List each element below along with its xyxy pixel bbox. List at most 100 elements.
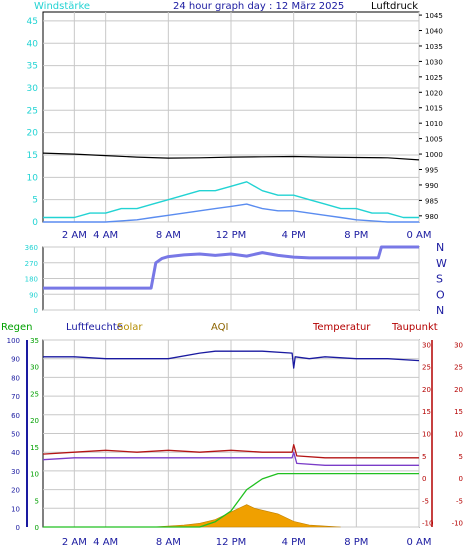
wind-direction-line bbox=[43, 245, 419, 290]
rain-tick-label: 0 bbox=[35, 524, 39, 532]
dewpoint-line bbox=[42, 451, 419, 466]
time-axis-label: 4 PM bbox=[282, 230, 306, 241]
wind-speed-tick-label: 10 bbox=[27, 173, 39, 183]
wind-speed-tick-label: 40 bbox=[27, 39, 39, 49]
wind-speed-tick-label: 25 bbox=[27, 106, 38, 116]
pressure-tick-label: 1040 bbox=[425, 28, 443, 36]
compass-direction-label: S bbox=[436, 273, 443, 286]
solar-label: Solar bbox=[117, 322, 143, 333]
compass-direction-label: N bbox=[436, 304, 444, 317]
temperature-tick-label: 15 bbox=[422, 408, 431, 416]
pressure-line bbox=[42, 152, 420, 161]
time-axis-label: 8 AM bbox=[156, 230, 181, 241]
time-axis-label: 2 AM bbox=[62, 230, 87, 241]
direction-degree-label: 90 bbox=[29, 291, 38, 299]
humidity-tick-label: 90 bbox=[11, 356, 20, 364]
humidity-tick-label: 70 bbox=[11, 393, 20, 401]
aqi-label: AQI bbox=[211, 322, 229, 333]
humidity-tick-label: 30 bbox=[11, 468, 20, 476]
pressure-tick-label: 1020 bbox=[425, 89, 443, 97]
direction-degree-label: 180 bbox=[25, 276, 38, 284]
time-axis-label: 8 PM bbox=[344, 537, 368, 548]
temperature-label: Temperatur bbox=[312, 322, 371, 333]
temperature-tick-label: 25 bbox=[422, 364, 431, 372]
humidity-tick-label: 50 bbox=[11, 431, 20, 439]
dewpoint-tick-label: -10 bbox=[452, 520, 463, 528]
pressure-tick-label: 990 bbox=[425, 182, 438, 190]
rain-line bbox=[43, 472, 419, 528]
humidity-tick-label: 20 bbox=[11, 487, 20, 495]
rain-tick-label: 30 bbox=[30, 364, 39, 372]
pressure-tick-label: 1000 bbox=[425, 151, 443, 159]
dewpoint-tick-label: 10 bbox=[454, 431, 463, 439]
time-axis-label: 0 AM bbox=[406, 230, 431, 241]
temperature-tick-label: 20 bbox=[422, 386, 431, 394]
solar-area bbox=[152, 504, 341, 528]
dewpoint-tick-label: 5 bbox=[459, 453, 463, 461]
compass-direction-label: N bbox=[436, 241, 444, 254]
dewpoint-tick-label: 15 bbox=[454, 408, 463, 416]
temperature-tick-label: -5 bbox=[422, 497, 429, 505]
temperature-tick-label: -10 bbox=[422, 520, 433, 528]
pressure-label: Luftdruck bbox=[371, 1, 418, 12]
dewpoint-tick-label: 0 bbox=[459, 475, 463, 483]
time-axis-label: 8 AM bbox=[156, 537, 181, 548]
rain-label: Regen bbox=[1, 322, 33, 333]
wind-speed-tick-label: 15 bbox=[27, 151, 38, 161]
time-axis-label: 0 AM bbox=[406, 537, 431, 548]
time-axis-label: 2 AM bbox=[62, 537, 87, 548]
wind-speed-tick-label: 5 bbox=[32, 196, 38, 206]
time-axis-label: 4 PM bbox=[282, 537, 306, 548]
climate-chart: 010203040506070809010005101520253035-10-… bbox=[7, 337, 463, 548]
pressure-tick-label: 1025 bbox=[425, 74, 443, 82]
humidity-tick-label: 60 bbox=[11, 412, 20, 420]
pressure-tick-label: 1010 bbox=[425, 120, 443, 128]
humidity-tick-label: 100 bbox=[7, 337, 20, 345]
temperature-tick-label: 0 bbox=[422, 475, 426, 483]
time-axis-label: 8 PM bbox=[344, 230, 368, 241]
wind-speed-tick-label: 35 bbox=[27, 62, 38, 72]
pressure-tick-label: 1035 bbox=[425, 43, 443, 51]
wind-speed-tick-label: 45 bbox=[27, 17, 38, 27]
pressure-tick-label: 995 bbox=[425, 167, 438, 175]
pressure-tick-label: 1005 bbox=[425, 136, 443, 144]
direction-degree-label: 360 bbox=[25, 244, 38, 252]
wind-speed-tick-label: 0 bbox=[32, 218, 38, 228]
rain-tick-label: 35 bbox=[30, 337, 39, 345]
wind-speed-tick-label: 20 bbox=[27, 129, 39, 139]
humidity-tick-label: 10 bbox=[11, 505, 20, 513]
humidity-tick-label: 0 bbox=[16, 524, 20, 532]
wind-speed-tick-label: 30 bbox=[27, 84, 39, 94]
pressure-tick-label: 985 bbox=[425, 197, 438, 205]
compass-direction-label: W bbox=[436, 257, 447, 270]
time-axis-label: 12 PM bbox=[216, 537, 247, 548]
temperature-tick-label: 5 bbox=[422, 453, 426, 461]
rain-tick-label: 25 bbox=[30, 390, 39, 398]
pressure-tick-label: 1030 bbox=[425, 58, 443, 66]
dewpoint-label: Taupunkt bbox=[391, 322, 438, 333]
humidity-label: Luftfeuchte bbox=[66, 322, 123, 333]
rain-tick-label: 20 bbox=[30, 417, 39, 425]
compass-direction-label: O bbox=[436, 288, 445, 301]
pressure-tick-label: 1045 bbox=[425, 12, 443, 20]
wind-speed-label: Windstärke bbox=[34, 1, 90, 12]
time-axis-label: 4 AM bbox=[93, 537, 118, 548]
dewpoint-tick-label: 25 bbox=[454, 364, 463, 372]
humidity-tick-label: 80 bbox=[11, 374, 20, 382]
temperature-tick-label: 10 bbox=[422, 431, 431, 439]
direction-degree-label: 270 bbox=[25, 260, 38, 268]
pressure-tick-label: 1015 bbox=[425, 105, 443, 113]
wind-gust-line bbox=[43, 181, 419, 219]
dewpoint-tick-label: 30 bbox=[454, 341, 463, 349]
dewpoint-tick-label: 20 bbox=[454, 386, 463, 394]
rain-tick-label: 5 bbox=[35, 497, 39, 505]
rain-tick-label: 15 bbox=[30, 444, 39, 452]
graph-title: 24 hour graph day : 12 März 2025 bbox=[173, 1, 344, 12]
humidity-line bbox=[43, 350, 420, 369]
direction-degree-label: 0 bbox=[34, 307, 38, 315]
humidity-tick-label: 40 bbox=[11, 449, 20, 457]
wind-pressure-chart: 0510152025303540459809859909951000100510… bbox=[27, 11, 443, 241]
